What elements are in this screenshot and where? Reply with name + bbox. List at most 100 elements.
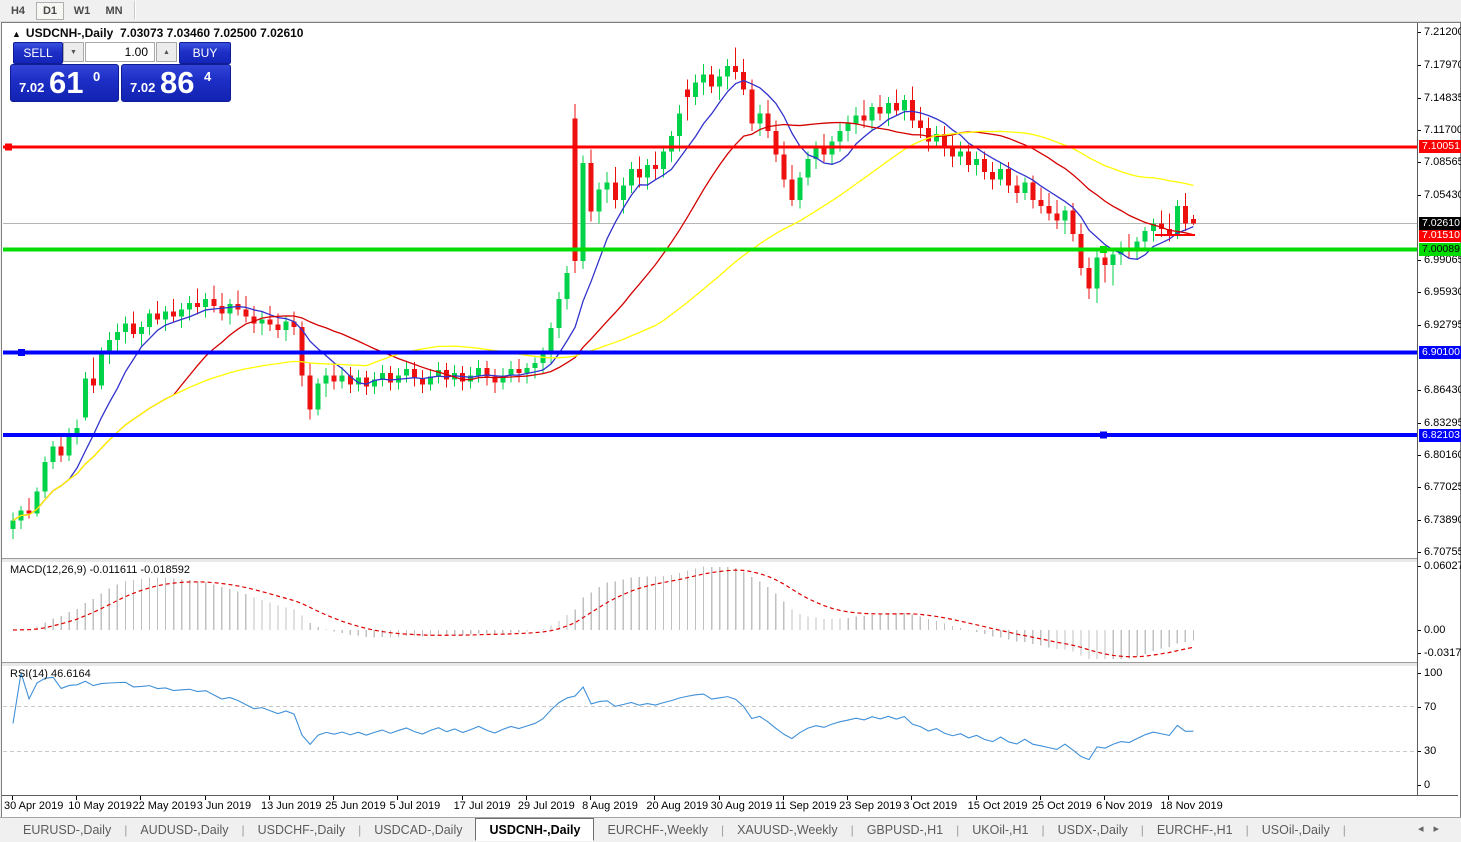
price-tick-mark: [1418, 455, 1421, 457]
sell-price-prefix: 7.02: [19, 80, 45, 95]
date-tick-label: 6 Nov 2019: [1096, 800, 1153, 812]
price-tick-mark: [1418, 519, 1421, 521]
chart-tab-ukoil-h1[interactable]: UKOil-,H1: [972, 823, 1029, 837]
chart-tab-eurchf-h1[interactable]: EURCHF-,H1: [1156, 823, 1233, 837]
chart-tab-usdchf-daily[interactable]: USDCHF-,Daily: [257, 823, 346, 837]
macd-pane[interactable]: [3, 562, 1417, 662]
date-tick-label: 5 Jul 2019: [389, 800, 441, 812]
date-tick-label: 25 Oct 2019: [1031, 800, 1092, 812]
date-tick-mark: [525, 796, 527, 800]
chart-tab-audusd-daily[interactable]: AUDUSD-,Daily: [140, 823, 229, 837]
price-tick-mark: [1418, 260, 1421, 262]
chart-window[interactable]: ▲ USDCNH-,Daily 7.03073 7.03460 7.02500 7…: [1, 22, 1461, 818]
price-tick-mark: [1418, 97, 1421, 99]
chart-title-symbol: USDCNH-,Daily: [25, 26, 114, 40]
sell-button[interactable]: SELL: [13, 42, 63, 64]
date-tick-mark: [1039, 796, 1041, 800]
volume-input[interactable]: [85, 42, 155, 62]
buy-button[interactable]: BUY: [179, 42, 231, 64]
title-arrow-icon: ▲: [12, 29, 21, 39]
price-tick-label: 6.92795: [1424, 318, 1461, 331]
date-tick-mark: [76, 796, 78, 800]
date-tick-label: 8 Aug 2019: [582, 800, 638, 812]
price-tick-mark: [1418, 194, 1421, 196]
buy-price-prefix: 7.02: [130, 80, 156, 95]
date-tick-mark: [1104, 796, 1106, 800]
price-tick-mark: [1418, 324, 1421, 326]
price-pane[interactable]: [3, 23, 1417, 558]
timeframe-button-mn[interactable]: MN: [105, 5, 123, 17]
date-tick-mark: [1168, 796, 1170, 800]
date-tick-label: 13 Jun 2019: [260, 800, 322, 812]
price-badge-level: 6.82103: [1419, 428, 1461, 442]
date-tick-label: 25 Jun 2019: [325, 800, 386, 812]
price-tick-mark: [1418, 422, 1421, 424]
date-tick-label: 11 Sep 2019: [774, 800, 837, 812]
volume-increase-button[interactable]: ▲: [156, 42, 177, 62]
date-tick-mark: [975, 796, 977, 800]
timeframe-button-w1[interactable]: W1: [73, 5, 91, 17]
rsi-tick-mark: [1418, 673, 1421, 674]
tab-separator: |: [124, 823, 128, 837]
tab-scroll-left-icon[interactable]: ◂: [1417, 823, 1434, 835]
macd-histogram: [20, 566, 1195, 659]
tab-separator: |: [1245, 823, 1249, 837]
price-badge-level: 7.00089: [1419, 243, 1461, 257]
date-tick-label: 10 May 2019: [68, 800, 132, 812]
price-tick-label: 6.70755: [1424, 545, 1461, 558]
date-tick-label: 3 Oct 2019: [903, 800, 958, 812]
one-click-trading-panel: SELL ▼ ▲ BUY 7.02 61 0 7.02 86 4: [10, 42, 232, 104]
date-tick-label: 30 Aug 2019: [710, 800, 773, 812]
chart-tab-xauusd-weekly[interactable]: XAUUSD-,Weekly: [737, 823, 838, 837]
chart-tab-gbpusd-h1[interactable]: GBPUSD-,H1: [866, 823, 944, 837]
chart-tab-usdcad-daily[interactable]: USDCAD-,Daily: [374, 823, 463, 837]
chart-tab-eurusd-daily[interactable]: EURUSD-,Daily: [23, 823, 112, 837]
price-tick-mark: [1418, 129, 1421, 131]
price-scale: 7.21200 7.17970 7.14835 7.11700 7.08565 7.054…: [1417, 23, 1461, 795]
tab-separator: |: [358, 823, 362, 837]
price-tick-label: 7.11700: [1424, 123, 1461, 136]
date-tick-mark: [268, 796, 270, 800]
price-tick-label: 7.21200: [1424, 26, 1461, 38]
date-tick-mark: [204, 796, 206, 800]
rsi-tick-mark: [1418, 785, 1421, 786]
spinner-down-icon: ▼: [70, 49, 77, 56]
toolbar-separator: [134, 1, 136, 19]
tab-scroll-right-icon[interactable]: ▸: [1433, 823, 1449, 835]
rsi-tick-label: 30: [1424, 745, 1437, 758]
macd-tick-mark: [1418, 630, 1421, 631]
price-badge-segment: 7.01510: [1419, 228, 1461, 242]
date-tick-label: 18 Nov 2019: [1160, 800, 1223, 812]
price-tick-label: 6.80160: [1424, 449, 1461, 462]
chart-title-ohlc: 7.03073 7.03460 7.02500 7.02610: [119, 26, 304, 40]
date-tick-label: 22 May 2019: [132, 800, 197, 812]
horizontal-level-line: [3, 143, 1417, 151]
price-tick-label: 7.14835: [1424, 91, 1461, 104]
sell-price-button[interactable]: 7.02 61 0: [10, 64, 119, 102]
chart-tab-usdcnh-daily[interactable]: USDCNH-,Daily: [475, 817, 595, 841]
tab-separator: |: [850, 823, 854, 837]
candles-layer: [10, 47, 1196, 540]
timeframe-button-d1[interactable]: D1: [36, 2, 64, 20]
chart-tab-usoil-daily[interactable]: USOil-,Daily: [1261, 823, 1330, 837]
volume-decrease-button[interactable]: ▼: [63, 42, 84, 62]
buy-price-button[interactable]: 7.02 86 4: [121, 64, 231, 102]
buy-price-digits: 86: [160, 65, 195, 100]
date-tick-mark: [140, 796, 142, 800]
price-tick-label: 6.83295: [1424, 416, 1461, 429]
horizontal-level-line: [3, 349, 1417, 357]
price-tick-mark: [1418, 162, 1421, 164]
date-tick-mark: [397, 796, 399, 800]
rsi-pane[interactable]: [3, 666, 1417, 794]
date-tick-label: 29 Jul 2019: [517, 800, 575, 812]
price-tick-mark: [1418, 292, 1421, 294]
price-badge-level: 6.90100: [1419, 346, 1461, 360]
chart-tab-usdx-daily[interactable]: USDX-,Daily: [1057, 823, 1128, 837]
buy-price-pip: 4: [204, 69, 212, 84]
macd-pane-divider[interactable]: [2, 558, 1458, 562]
rsi-line: [12, 672, 1194, 761]
timeframe-button-h4[interactable]: H4: [10, 5, 26, 17]
chart-tab-eurchf-weekly[interactable]: EURCHF-,Weekly: [607, 823, 708, 837]
rsi-pane-divider[interactable]: [2, 662, 1458, 666]
date-tick-mark: [718, 796, 720, 800]
